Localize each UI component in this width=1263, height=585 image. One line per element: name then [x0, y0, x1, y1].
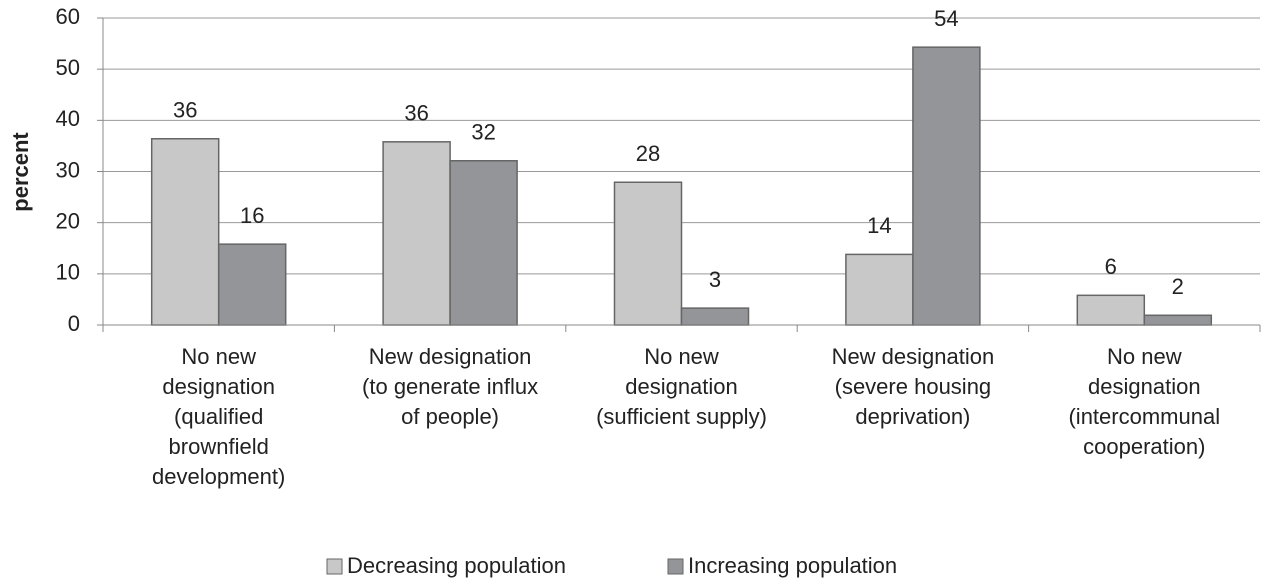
x-tick-label: (qualified	[174, 404, 263, 429]
bar	[912, 46, 981, 326]
y-tick-label: 40	[56, 106, 80, 131]
value-label: 28	[636, 141, 660, 166]
bar	[217, 243, 287, 326]
value-label: 3	[709, 267, 721, 292]
x-tick-label: New designation	[369, 344, 532, 369]
x-tick-label: deprivation)	[855, 404, 970, 429]
value-label: 2	[1172, 274, 1184, 299]
x-tick-label: New designation	[832, 344, 995, 369]
y-tick-label: 50	[56, 55, 80, 80]
bar	[613, 181, 683, 326]
x-tick-label: No new	[181, 344, 256, 369]
y-axis-label: percent	[8, 132, 33, 212]
legend-swatch	[326, 558, 343, 575]
y-tick-label: 60	[56, 4, 80, 29]
y-tick-label: 0	[68, 311, 80, 336]
y-tick-label: 10	[56, 260, 80, 285]
value-label: 54	[934, 6, 958, 31]
y-tick-label: 30	[56, 157, 80, 182]
value-label: 36	[173, 98, 197, 123]
value-label: 32	[471, 120, 495, 145]
value-label: 16	[240, 203, 264, 228]
legend-swatch	[667, 558, 684, 575]
legend-label: Increasing population	[688, 553, 897, 578]
value-label: 36	[404, 101, 428, 126]
x-tick-label: of people)	[401, 404, 499, 429]
bar	[449, 160, 518, 326]
x-tick-label: brownfield	[169, 434, 269, 459]
x-tick-label: (sufficient supply)	[596, 404, 767, 429]
bar	[1076, 294, 1146, 326]
y-tick-label: 20	[56, 208, 80, 233]
x-tick-label: No new	[644, 344, 719, 369]
x-tick-label: (intercommunal	[1068, 404, 1220, 429]
x-tick-label: development)	[152, 464, 285, 489]
x-tick-label: designation	[162, 374, 275, 399]
bar	[150, 138, 220, 326]
value-label: 14	[867, 213, 891, 238]
x-tick-label: No new	[1107, 344, 1182, 369]
x-tick-label: designation	[1088, 374, 1201, 399]
x-tick-label: cooperation)	[1083, 434, 1205, 459]
bar	[680, 307, 750, 326]
x-tick-label: (severe housing	[835, 374, 992, 399]
bar	[845, 253, 914, 326]
bar	[382, 141, 451, 326]
value-label: 6	[1105, 254, 1117, 279]
x-tick-label: designation	[625, 374, 738, 399]
legend-label: Decreasing population	[347, 553, 566, 578]
x-tick-label: (to generate influx	[362, 374, 538, 399]
bar	[1143, 314, 1213, 326]
